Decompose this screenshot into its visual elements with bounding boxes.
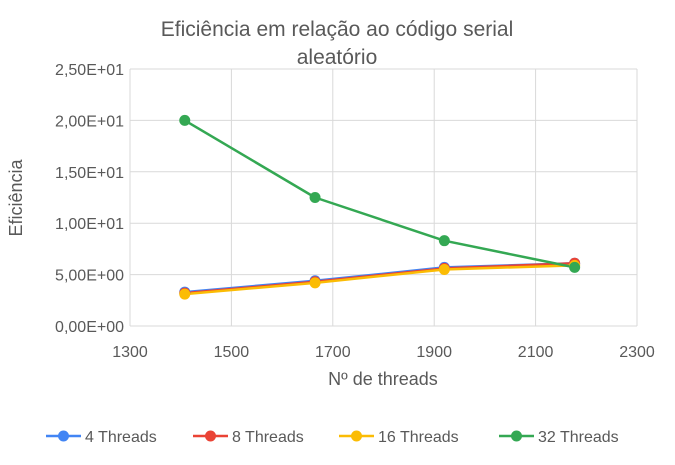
x-tick-label: 2300 [619,344,655,361]
y-tick-label: 2,50E+01 [55,62,124,79]
legend-label: 32 Threads [538,429,619,446]
y-tick-label: 0,00E+00 [55,319,124,336]
data-point [309,192,321,203]
data-point [179,288,191,300]
legend-marker [351,430,362,442]
y-tick-label: 2,00E+01 [55,113,124,130]
chart-title-line2: aleatório [297,46,378,69]
x-axis-title: Nº de threads [328,369,438,389]
series-line [184,264,575,296]
legend-label: 16 Threads [378,429,459,446]
y-tick-label: 1,50E+01 [55,165,124,182]
y-axis-tick-labels: 0,00E+00 5,00E+00 1,00E+01 1,50E+01 2,00E+01… [55,62,124,336]
data-point [438,263,450,275]
data-point [438,235,450,247]
y-tick-label: 5,00E+00 [55,268,124,285]
x-tick-label: 1900 [416,344,452,361]
x-tick-label: 1700 [315,344,351,361]
x-tick-label: 2100 [518,344,554,361]
legend: 4 Threads 8 Threads 16 Threads 32 Threads [46,429,619,446]
data-point [309,277,321,289]
data-point [179,114,191,126]
legend-label: 4 Threads [85,429,157,446]
data-point [569,261,581,273]
y-tick-label: 1,00E+01 [55,216,124,233]
x-axis-tick-labels: 1300 1500 1700 1900 2100 2300 [112,344,655,361]
legend-marker [511,430,522,442]
series-line [184,119,575,269]
legend-label: 8 Threads [232,429,304,446]
gridlines [129,68,638,327]
chart-title-line1: Eficiência em relação ao código serial [161,18,514,41]
legend-marker [205,430,216,442]
series-points [179,114,581,300]
x-tick-label: 1300 [112,344,148,361]
legend-marker [58,430,69,442]
y-axis-title: Eficiência [6,158,26,236]
x-tick-label: 1500 [214,344,250,361]
series-lines [184,119,575,296]
